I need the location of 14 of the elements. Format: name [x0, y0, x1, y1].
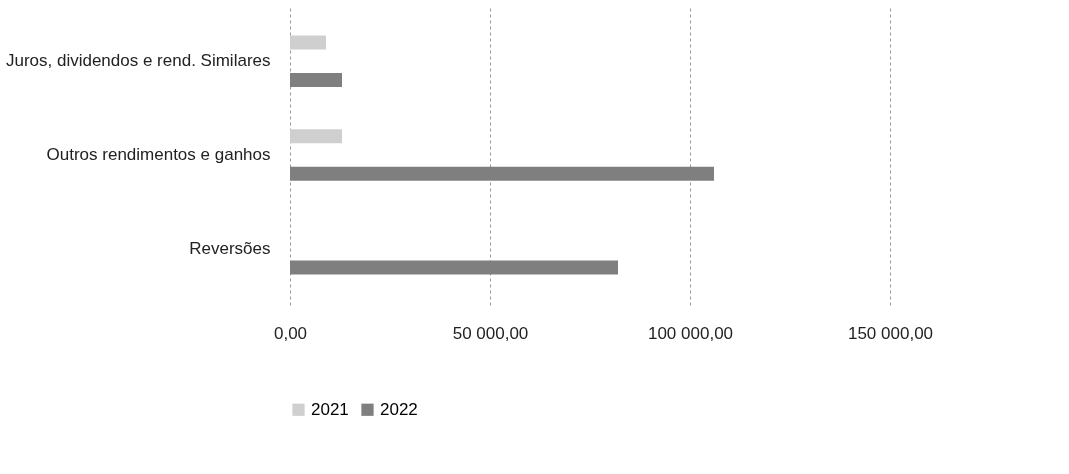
x-tick-label: 100 000,00 [647, 323, 734, 343]
legend-label: 2022 [380, 399, 418, 419]
y-tick-label: Outros rendimentos e ganhos [46, 145, 271, 164]
bar [290, 260, 618, 275]
x-tick-label: 50 000,00 [452, 323, 529, 343]
y-tick-label: Reversões [189, 238, 271, 258]
bar [290, 129, 342, 144]
bar [290, 166, 714, 181]
legend-label: 2021 [311, 399, 349, 419]
bar [290, 73, 342, 87]
x-tick-label: 150 000,00 [847, 323, 934, 343]
x-tick-label: 0,00 [273, 323, 308, 343]
bar [290, 35, 326, 50]
y-tick-label: Juros, dividendos e rend. Similares [5, 51, 271, 71]
